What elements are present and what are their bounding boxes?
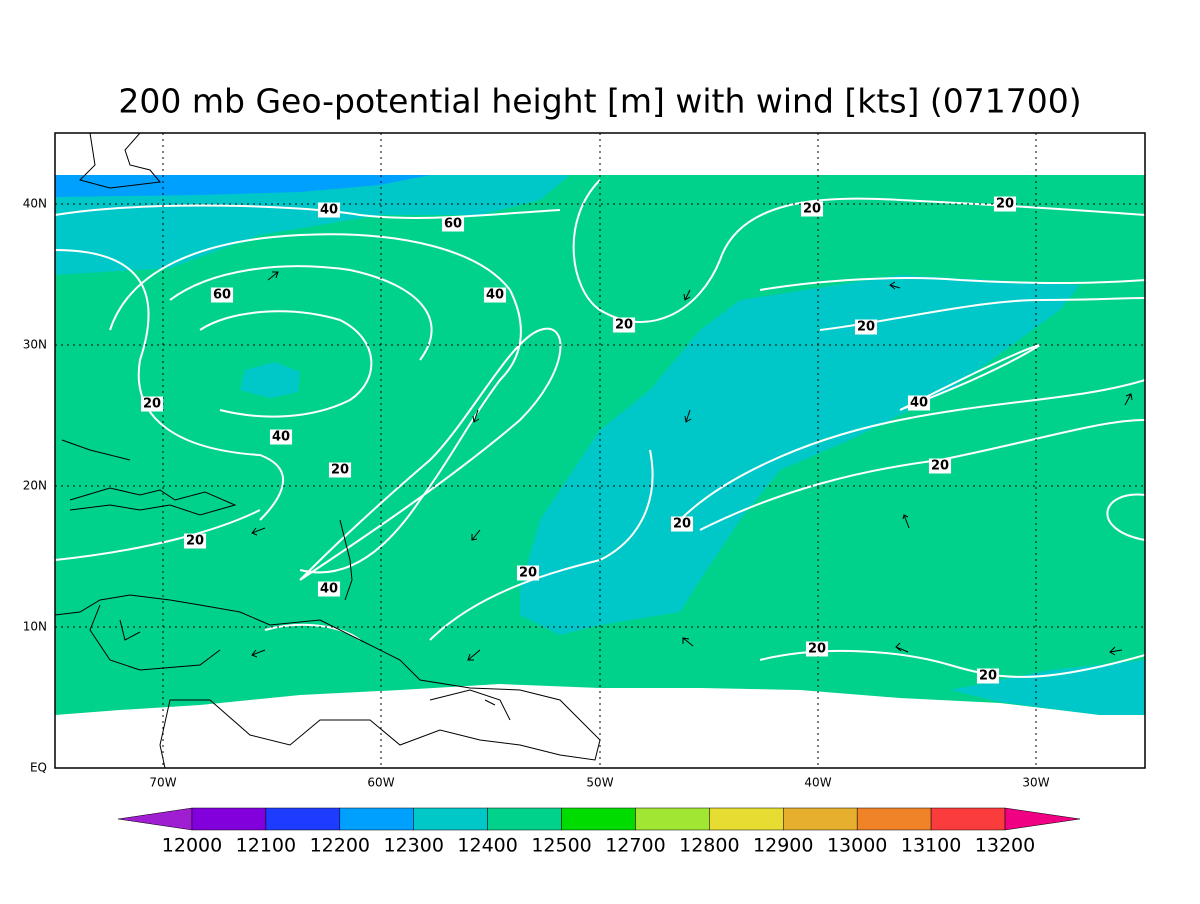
colorbar-label: 12300 bbox=[384, 835, 444, 857]
contour-label-bg bbox=[612, 317, 636, 333]
colorbar-swatch bbox=[561, 807, 636, 831]
contour-label-bg bbox=[317, 581, 341, 597]
contour-label: 20 bbox=[615, 318, 633, 333]
contour-label: 20 bbox=[143, 397, 161, 412]
colorbar-label: 12100 bbox=[236, 835, 296, 857]
colorbar-swatch bbox=[709, 807, 784, 831]
colorbar-swatch bbox=[487, 807, 562, 831]
contour-label: 20 bbox=[519, 566, 537, 581]
height-fill bbox=[55, 175, 570, 275]
contour-label-bg bbox=[269, 429, 293, 445]
contour-label-bg bbox=[483, 287, 507, 303]
colorbar-label: 12500 bbox=[531, 835, 591, 857]
colorbar-label: 13200 bbox=[975, 835, 1035, 857]
contour-label: 60 bbox=[213, 288, 231, 303]
contour-label-bg bbox=[670, 516, 694, 532]
contour-labels: 40 60 20 20 60 40 20 20 20 40 40 20 20 2… bbox=[140, 196, 1017, 684]
contour-label: 60 bbox=[444, 217, 462, 232]
axis-labels: 70W 60W 50W 40W 30W 40N 30N 20N 10N EQ bbox=[23, 197, 1050, 790]
colorbar: 12000 12100 12200 12300 12400 12500 12700 12800… bbox=[117, 807, 1081, 857]
contour-label: 20 bbox=[979, 669, 997, 684]
colorbar-label: 12400 bbox=[457, 835, 517, 857]
colorbar-swatch bbox=[930, 807, 1006, 831]
contour-label: 40 bbox=[320, 203, 338, 218]
colorbar-arrow bbox=[117, 807, 193, 831]
contour-label-bg bbox=[907, 395, 931, 411]
colorbar-swatch bbox=[191, 807, 267, 831]
contour-label-bg bbox=[328, 462, 352, 478]
contour-label-bg bbox=[140, 396, 164, 412]
height-fill bbox=[520, 275, 1080, 635]
title: 200 mb Geo-potential height [m] with win… bbox=[118, 82, 1081, 121]
colorbar-swatch bbox=[265, 807, 341, 831]
contour-label: 40 bbox=[320, 582, 338, 597]
lon-label: 30W bbox=[1022, 776, 1049, 790]
contour-label: 20 bbox=[803, 202, 821, 217]
contour-label: 20 bbox=[331, 463, 349, 478]
lon-label: 50W bbox=[586, 776, 613, 790]
plot-frame bbox=[54, 132, 1146, 769]
contour-label-bg bbox=[976, 668, 1000, 684]
lat-label: 10N bbox=[23, 620, 47, 634]
lat-label: EQ bbox=[30, 761, 47, 775]
lon-label: 70W bbox=[149, 776, 176, 790]
lat-label: 20N bbox=[23, 479, 47, 493]
colorbar-swatch bbox=[856, 807, 932, 831]
lon-label: 40W bbox=[804, 776, 831, 790]
height-fill bbox=[240, 362, 300, 398]
contour-label-bg bbox=[317, 202, 341, 218]
contour-label-bg bbox=[805, 641, 829, 657]
contour-label: 20 bbox=[186, 534, 204, 549]
colorbar-label: 12700 bbox=[605, 835, 665, 857]
contour-label: 20 bbox=[996, 197, 1014, 212]
contour-label-bg bbox=[210, 287, 234, 303]
contour-label-bg bbox=[928, 458, 952, 474]
colorbar-label: 12200 bbox=[310, 835, 370, 857]
lat-label: 30N bbox=[23, 338, 47, 352]
colorbar-label: 12800 bbox=[679, 835, 739, 857]
colorbar-label: 12000 bbox=[162, 835, 222, 857]
contour-label-bg bbox=[854, 319, 878, 335]
contour-label: 40 bbox=[910, 396, 928, 411]
colorbar-label: 12900 bbox=[753, 835, 813, 857]
grid bbox=[55, 133, 1145, 768]
contour-label: 20 bbox=[931, 459, 949, 474]
contour-label: 40 bbox=[486, 288, 504, 303]
colorbar-swatch bbox=[783, 807, 858, 831]
contour-label-bg bbox=[441, 216, 465, 232]
lat-label: 40N bbox=[23, 197, 47, 211]
colorbar-label: 13100 bbox=[901, 835, 961, 857]
colorbar-swatch bbox=[339, 807, 414, 831]
map-area bbox=[54, 132, 1146, 769]
contour-label: 20 bbox=[673, 517, 691, 532]
contour-label: 40 bbox=[272, 430, 290, 445]
contour-label: 20 bbox=[808, 642, 826, 657]
wind-arrows bbox=[251, 271, 1133, 661]
height-fill bbox=[55, 175, 430, 197]
colorbar-swatch bbox=[413, 807, 488, 831]
contour-label-bg bbox=[993, 196, 1017, 212]
contour-label-bg bbox=[516, 565, 540, 581]
contour-label: 20 bbox=[857, 320, 875, 335]
height-fill bbox=[950, 660, 1145, 715]
colorbar-swatch bbox=[635, 807, 710, 831]
colorbar-arrow bbox=[1004, 807, 1081, 831]
contour-label-bg bbox=[800, 201, 824, 217]
contour-label-bg bbox=[183, 533, 207, 549]
colorbar-label: 13000 bbox=[827, 835, 887, 857]
lon-label: 60W bbox=[367, 776, 394, 790]
